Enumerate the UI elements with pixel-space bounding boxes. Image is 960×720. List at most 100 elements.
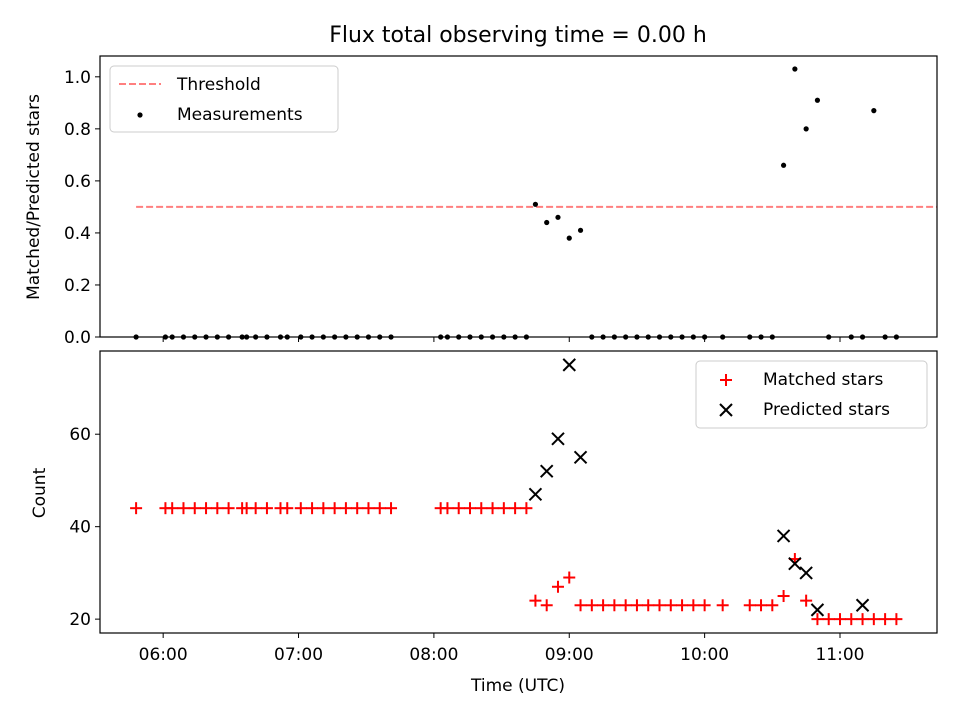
measurements-legend-label: Measurements	[177, 105, 303, 125]
matched-star-point	[509, 502, 522, 515]
bottom-axes: 20 40 60 06:00 07:00 08:00 09:00 10:00 11:00 Co…	[30, 350, 938, 696]
matched-star-point	[563, 571, 576, 584]
matched-star-point	[833, 613, 846, 626]
x-axis-label: Time (UTC)	[470, 676, 565, 696]
matched-star-point	[642, 599, 655, 612]
matched-star-point	[619, 599, 632, 612]
matched-star-point	[716, 599, 729, 612]
matched-star-point	[385, 502, 398, 515]
matched-star-point	[188, 502, 201, 515]
matched-star-point	[200, 502, 213, 515]
top-y-tick-label: 0.0	[64, 328, 91, 348]
measurement-point	[814, 97, 821, 103]
matched-star-point	[339, 502, 352, 515]
predicted-legend-swatch	[719, 403, 733, 417]
matched-star-point	[211, 502, 224, 515]
matched-star-point	[166, 502, 179, 515]
x-tick-label: 11:00	[815, 645, 864, 665]
matched-star-point	[664, 599, 677, 612]
predicted-star-point	[562, 358, 576, 372]
matched-star-point	[653, 599, 666, 612]
top-legend-box	[109, 65, 339, 133]
matched-star-point	[608, 599, 621, 612]
matched-star-point	[260, 502, 273, 515]
matched-star-point	[766, 599, 779, 612]
matched-star-point	[743, 599, 756, 612]
matched-star-point	[362, 502, 375, 515]
matched-star-point	[222, 502, 235, 515]
matched-star-point	[676, 599, 689, 612]
matched-star-point	[306, 502, 319, 515]
matched-star-point	[800, 594, 813, 607]
matched-star-point	[351, 502, 364, 515]
matched-legend-swatch	[720, 374, 732, 386]
top-y-tick-label: 1.0	[64, 68, 91, 88]
bottom-y-axis-label: Count	[30, 467, 50, 518]
matched-star-point	[879, 613, 892, 626]
matched-star-point	[597, 599, 610, 612]
matched-star-point	[177, 502, 190, 515]
matched-star-point	[294, 502, 307, 515]
measurement-point	[803, 126, 809, 132]
matched-star-point	[317, 502, 330, 515]
bottom-y-tick-label: 20	[69, 610, 91, 630]
matched-star-point	[574, 599, 587, 612]
predicted-star-point	[855, 598, 870, 612]
top-axes-frame	[99, 55, 938, 338]
matched-star-point	[856, 613, 869, 626]
bottom-legend: Matched stars Predicted stars	[695, 360, 928, 429]
matched-star-point	[845, 613, 858, 626]
matched-star-point	[585, 599, 598, 612]
matched-star-point	[811, 613, 824, 626]
bottom-axes-frame	[99, 350, 938, 634]
top-y-ticks: 0.0 0.2 0.4 0.6 0.8 1.0	[64, 68, 100, 348]
matched-star-point	[687, 599, 700, 612]
predicted-star-point	[810, 603, 825, 617]
predicted-star-point	[539, 464, 554, 478]
x-tick-label: 09:00	[545, 645, 594, 665]
matched-star-point	[463, 502, 476, 515]
top-legend: Threshold Measurements	[109, 65, 339, 133]
measurement-point	[780, 162, 787, 168]
top-y-axis-label: Matched/Predicted stars	[24, 94, 44, 300]
matched-legend-label: Matched stars	[763, 370, 883, 390]
bottom-y-ticks: 20 40 60	[69, 425, 100, 630]
matched-star-point	[777, 590, 790, 603]
matched-star-point	[373, 502, 386, 515]
measurements-legend-swatch	[137, 112, 143, 118]
matched-star-point	[529, 594, 542, 607]
matched-star-point	[486, 502, 499, 515]
matched-star-point	[755, 599, 768, 612]
matched-star-point	[497, 502, 510, 515]
measurement-point	[532, 201, 539, 207]
top-y-tick-label: 0.8	[64, 120, 91, 140]
matched-star-point	[475, 502, 488, 515]
matched-star-point	[630, 599, 643, 612]
top-axes: 0.0 0.2 0.4 0.6 0.8 1.0 Matched/Predicted sta…	[24, 55, 938, 348]
predicted-legend-label: Predicted stars	[763, 400, 890, 420]
x-tick-label: 10:00	[680, 645, 729, 665]
matched-star-point	[867, 613, 880, 626]
matched-star-point	[822, 613, 835, 626]
x-tick-label: 07:00	[274, 645, 323, 665]
predicted-star-point	[528, 487, 543, 502]
matched-star-point	[551, 580, 564, 593]
bottom-y-tick-label: 60	[69, 425, 91, 445]
matched-star-point	[441, 502, 454, 515]
bottom-plot-area	[130, 358, 903, 626]
matched-star-point	[130, 502, 143, 515]
matched-star-point	[520, 502, 533, 515]
matched-star-point	[540, 599, 553, 612]
bottom-y-tick-label: 40	[69, 518, 91, 538]
matched-star-point	[698, 599, 711, 612]
predicted-star-point	[776, 529, 791, 543]
threshold-legend-label: Threshold	[176, 75, 261, 95]
predicted-star-point	[573, 450, 588, 465]
matched-star-point	[452, 502, 465, 515]
measurement-point	[566, 235, 572, 241]
matched-star-point	[249, 502, 262, 515]
matched-star-point	[281, 502, 294, 515]
x-tick-label: 08:00	[409, 645, 458, 665]
measurement-point	[555, 214, 561, 220]
